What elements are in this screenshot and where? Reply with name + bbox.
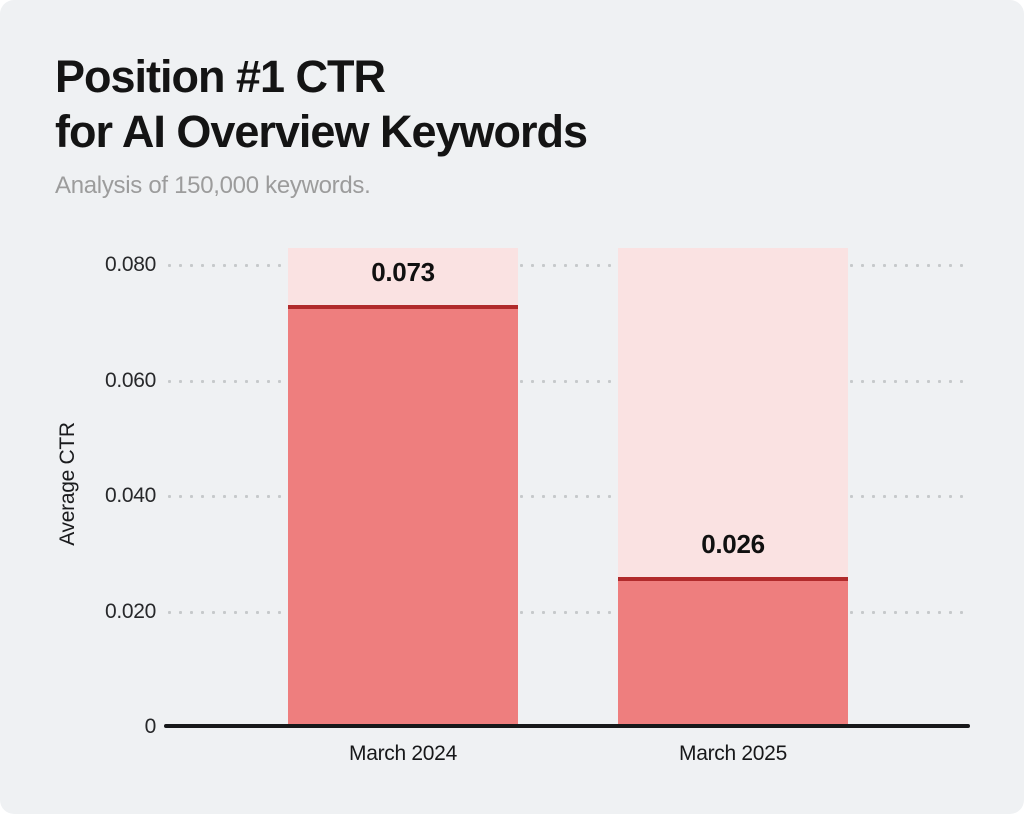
x-tick-1: March 2024	[349, 742, 457, 765]
gridline-0.020	[164, 610, 970, 614]
bar-fill-1	[288, 305, 518, 724]
x-tick-2: March 2025	[679, 742, 787, 765]
x-axis-line	[164, 724, 970, 728]
gridline-0.080	[164, 264, 970, 267]
y-tick-0.040: 0.040	[104, 484, 156, 507]
chart-title-line-2: for AI Overview Keywords	[55, 105, 588, 157]
chart-title: Position #1 CTR for AI Overview Keywords	[55, 50, 588, 160]
y-tick-0.080: 0.080	[104, 253, 156, 276]
y-tick-0.020: 0.020	[104, 599, 156, 623]
bar-topline-1	[288, 305, 518, 310]
bar-topline-2	[618, 576, 848, 581]
y-tick-0: 0	[144, 715, 157, 738]
chart-title-line-1: Position #1 CTR	[55, 51, 386, 102]
bar-fill-2	[618, 576, 848, 724]
gridline-0.060	[164, 379, 970, 383]
chart-subtitle: Analysis of 150,000 keywords.	[55, 172, 371, 199]
y-tick-0.060: 0.060	[104, 368, 156, 392]
value-label-2: 0.026	[701, 528, 765, 559]
gridline-0.040	[164, 495, 970, 498]
value-label-1: 0.073	[371, 257, 435, 288]
